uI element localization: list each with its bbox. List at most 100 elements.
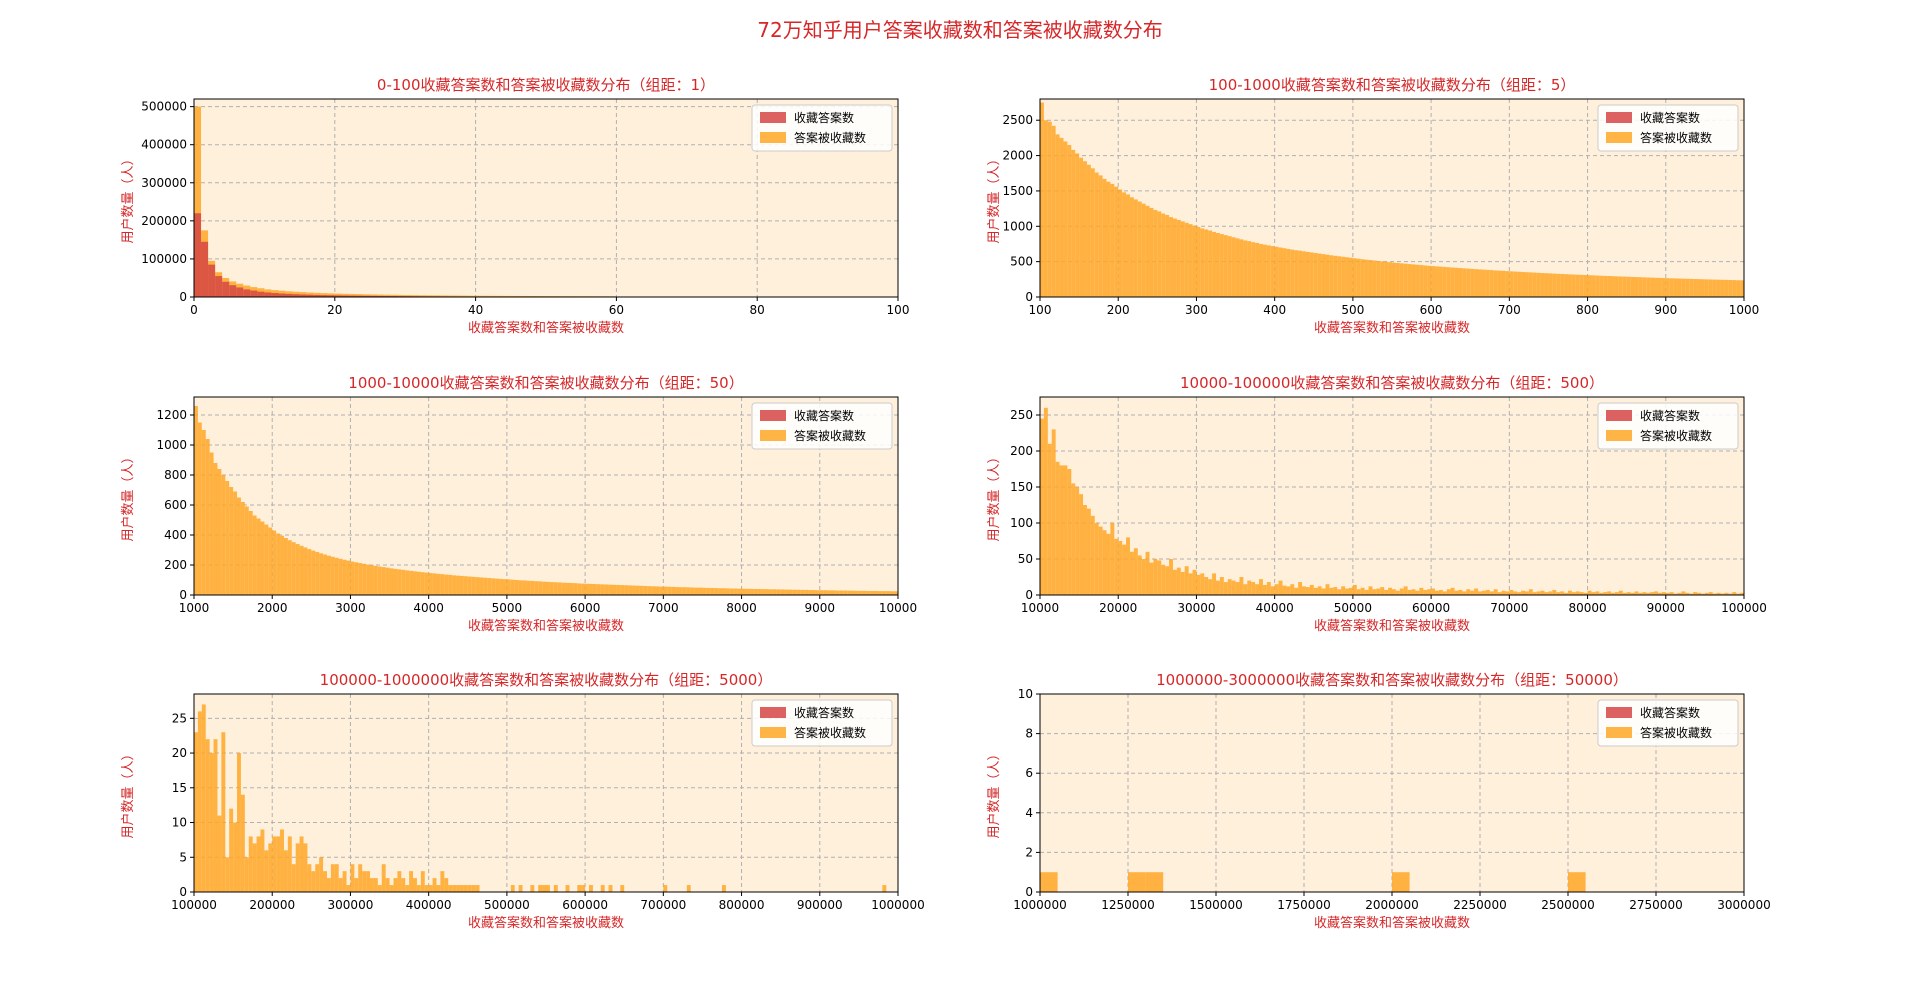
bar-collected bbox=[546, 885, 550, 892]
bar-collected bbox=[1055, 461, 1060, 595]
bar-collected bbox=[1075, 487, 1080, 595]
bar-collected bbox=[502, 579, 507, 595]
bar-collected bbox=[1079, 157, 1084, 297]
bar-collected bbox=[432, 573, 437, 595]
bar-collected bbox=[1102, 178, 1107, 297]
x-tick-label: 600000 bbox=[562, 898, 608, 912]
bar-collected bbox=[348, 293, 356, 297]
bar-collected bbox=[784, 589, 789, 595]
bar-collected bbox=[1536, 272, 1541, 297]
y-tick-label: 25 bbox=[172, 711, 187, 725]
bar-collected bbox=[1712, 593, 1717, 595]
bar-collected bbox=[1505, 271, 1510, 297]
bar-collected bbox=[475, 885, 480, 892]
y-axis-label: 用户数量（人） bbox=[120, 152, 136, 243]
bar-collected bbox=[268, 843, 273, 892]
bar-collected bbox=[589, 885, 593, 892]
y-axis-label: 用户数量（人） bbox=[986, 152, 1002, 243]
bar-collected bbox=[1114, 186, 1119, 297]
bar-collected bbox=[1470, 268, 1475, 297]
bar-collected bbox=[327, 293, 335, 297]
bar-collected bbox=[217, 469, 222, 595]
bar-collected bbox=[1716, 279, 1721, 297]
bar-collected bbox=[1184, 222, 1189, 297]
bar-collected bbox=[1364, 589, 1369, 595]
bar-collected bbox=[1724, 592, 1729, 595]
bar-collected bbox=[1380, 587, 1385, 595]
bar-collected bbox=[350, 864, 355, 892]
bar-collected bbox=[1411, 264, 1416, 297]
bar-collected bbox=[1169, 559, 1173, 595]
bar-collected bbox=[1450, 267, 1455, 297]
bar-collected bbox=[256, 518, 261, 595]
bar-collected bbox=[1090, 168, 1095, 297]
x-tick-label: 2750000 bbox=[1629, 898, 1682, 912]
bar-collected bbox=[433, 295, 441, 297]
legend-swatch bbox=[760, 430, 786, 441]
bar-collected bbox=[1051, 125, 1056, 297]
bar-collected bbox=[1059, 137, 1064, 297]
bar-collected bbox=[1685, 592, 1690, 595]
y-tick-label: 50 bbox=[1018, 552, 1033, 566]
legend-swatch bbox=[1606, 707, 1632, 718]
bar-collected bbox=[341, 293, 349, 297]
bar-collected bbox=[1568, 872, 1586, 892]
bar-collected bbox=[397, 569, 402, 595]
bar-collected bbox=[1341, 586, 1346, 595]
bar-collected bbox=[1638, 277, 1643, 297]
bar-collected bbox=[1352, 258, 1357, 297]
bar-collected bbox=[831, 590, 836, 595]
bar-collected bbox=[1618, 590, 1623, 595]
bar-collected bbox=[1243, 240, 1248, 297]
legend-box bbox=[1597, 104, 1739, 152]
bar-collected bbox=[276, 533, 281, 595]
bar-collected bbox=[1129, 551, 1134, 595]
y-tick-label: 5 bbox=[179, 850, 187, 864]
bar-collected bbox=[1654, 277, 1658, 297]
bar-collected bbox=[686, 587, 691, 595]
bar-collected bbox=[1485, 589, 1490, 595]
bar-collected bbox=[248, 836, 253, 892]
bar-collected bbox=[1474, 269, 1479, 297]
bar-collected bbox=[362, 871, 367, 892]
bar-collected bbox=[1274, 584, 1279, 595]
bar-collected bbox=[389, 885, 394, 892]
bar-collected bbox=[440, 871, 445, 892]
bar-collected bbox=[886, 591, 891, 595]
bar-collected bbox=[1212, 231, 1216, 297]
x-tick-label: 700000 bbox=[640, 898, 686, 912]
bar-collected bbox=[1571, 592, 1576, 595]
bar-collected bbox=[632, 585, 636, 595]
bar-collected bbox=[1501, 590, 1506, 595]
bar-collected bbox=[620, 885, 625, 892]
bar-collect bbox=[370, 295, 378, 297]
bar-collected bbox=[1110, 183, 1115, 297]
bar-collected bbox=[229, 808, 234, 892]
bar-collected bbox=[843, 590, 848, 595]
bar-collected bbox=[444, 878, 449, 892]
bar-collected bbox=[1485, 269, 1490, 297]
bar-collected bbox=[1599, 592, 1604, 595]
x-tick-label: 10000 bbox=[879, 601, 917, 615]
bar-collected bbox=[729, 588, 734, 595]
bar-collected bbox=[604, 584, 609, 595]
bar-collected bbox=[1392, 872, 1410, 892]
bar-collected bbox=[1657, 592, 1662, 595]
bar-collected bbox=[1611, 592, 1615, 595]
bar-collected bbox=[1556, 592, 1561, 595]
bar-collected bbox=[1227, 579, 1232, 595]
bar-collected bbox=[350, 561, 355, 595]
x-tick-label: 2000000 bbox=[1365, 898, 1418, 912]
bar-collected bbox=[1677, 592, 1682, 595]
bar-collected bbox=[483, 577, 488, 595]
bar-collected bbox=[1614, 276, 1619, 297]
bar-collected bbox=[1348, 257, 1353, 297]
bar-collected bbox=[1043, 120, 1048, 297]
bar-collected bbox=[1560, 591, 1565, 595]
bar-collected bbox=[1259, 579, 1263, 595]
subplot-title: 100-1000收藏答案数和答案被收藏数分布（组距：5） bbox=[1209, 76, 1576, 94]
bar-collected bbox=[354, 878, 359, 892]
bar-collected bbox=[1642, 277, 1647, 297]
